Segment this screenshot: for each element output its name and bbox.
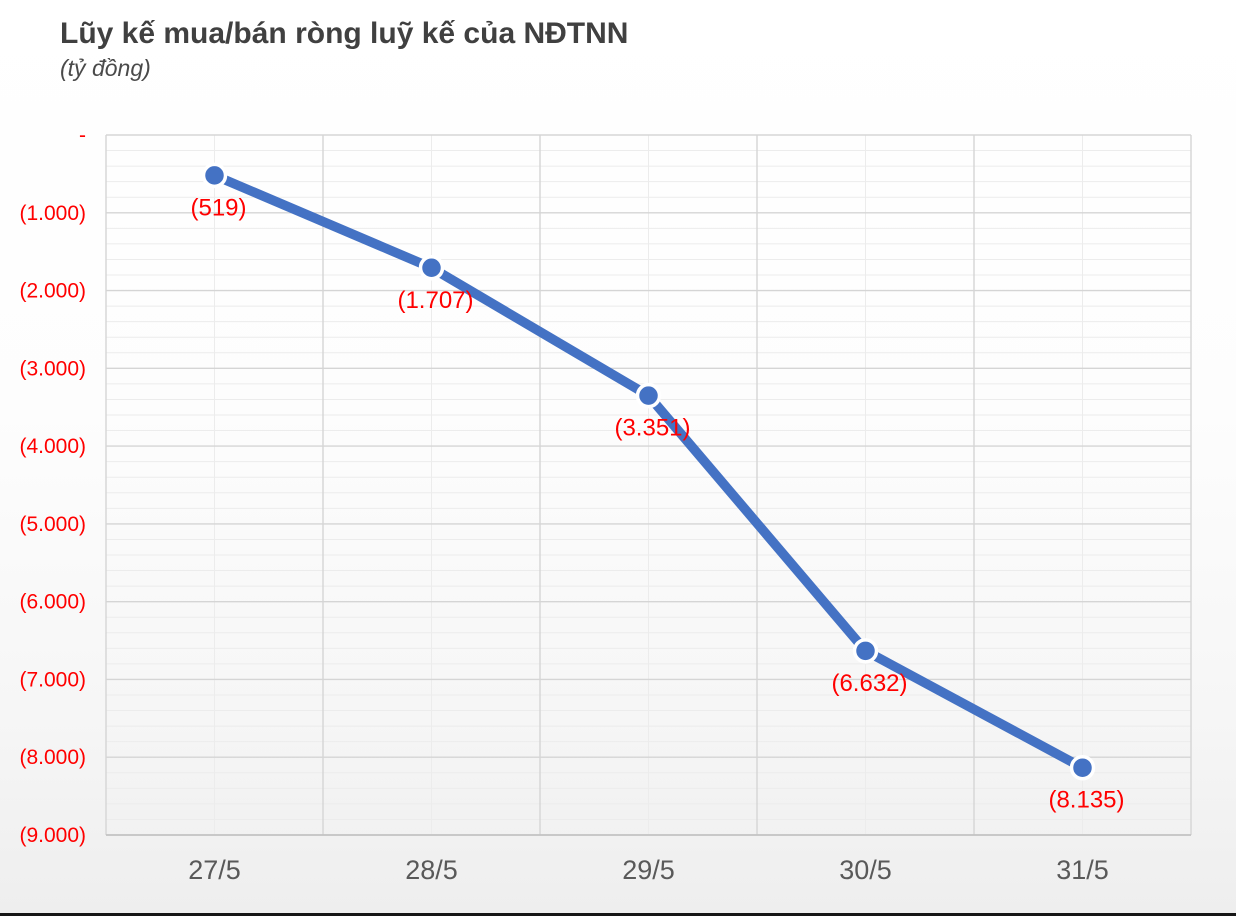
data-point-label: (8.135) — [1048, 787, 1124, 814]
y-axis-tick-label: (7.000) — [19, 668, 86, 691]
data-point-marker — [852, 638, 879, 664]
y-axis-tick-label: (6.000) — [19, 591, 86, 614]
bottom-window-edge — [0, 913, 1236, 916]
data-point-marker — [1069, 754, 1096, 781]
x-axis-tick-label: 28/5 — [405, 855, 458, 885]
x-axis-tick-label: 29/5 — [622, 855, 675, 885]
y-axis-tick-label: (5.000) — [19, 513, 86, 536]
data-point-marker — [635, 382, 662, 409]
y-axis-tick-label: (3.000) — [19, 357, 86, 380]
chart-subtitle-units: (tỷ đồng) — [60, 55, 151, 81]
y-axis-tick-label: (9.000) — [19, 824, 86, 847]
y-axis-tick-label: - — [79, 124, 86, 147]
data-point-marker — [418, 255, 445, 281]
data-point-marker — [201, 162, 228, 189]
data-point-label: (6.632) — [831, 670, 907, 697]
x-axis-tick-label: 27/5 — [188, 855, 241, 885]
x-axis-tick-label: 31/5 — [1056, 855, 1109, 885]
data-point-label: (3.351) — [614, 415, 690, 442]
y-axis-tick-label: (4.000) — [19, 435, 86, 458]
data-point-label: (519) — [190, 194, 246, 221]
y-axis-tick-label: (1.000) — [19, 202, 86, 225]
y-axis-tick-label: (2.000) — [19, 280, 86, 303]
x-axis-tick-label: 30/5 — [839, 855, 892, 885]
chart-title: Lũy kế mua/bán ròng luỹ kế của NĐTNN — [60, 17, 629, 50]
y-axis-tick-label: (8.000) — [19, 746, 86, 769]
chart-header: Lũy kế mua/bán ròng luỹ kế của NĐTNN (tỷ… — [60, 16, 628, 82]
data-point-label: (1.707) — [397, 287, 473, 314]
